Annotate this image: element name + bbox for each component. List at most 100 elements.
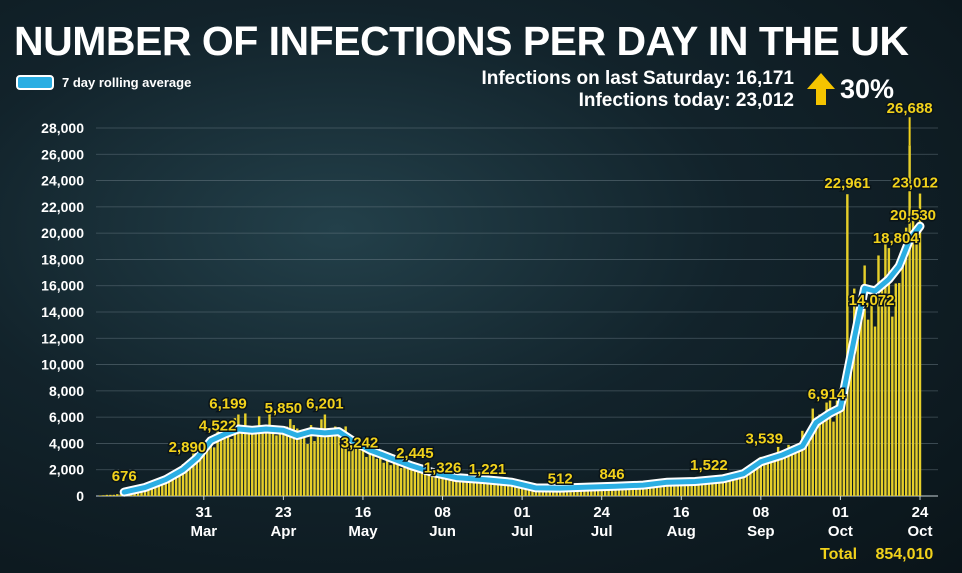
daily-bar <box>496 479 500 496</box>
daily-bar <box>309 425 313 496</box>
daily-bar <box>105 494 109 496</box>
daily-bar <box>323 414 327 496</box>
daily-bar <box>351 448 354 496</box>
x-tick-day: 08 <box>434 504 451 521</box>
x-tick-month: Mar <box>190 523 217 540</box>
legend-label: 7 day rolling average <box>62 74 192 90</box>
daily-bar <box>901 248 904 496</box>
y-tick-label: 4,000 <box>49 435 84 451</box>
x-tick-day: 23 <box>275 504 292 521</box>
daily-bar <box>891 316 894 496</box>
daily-bar <box>725 474 728 496</box>
daily-bar <box>469 479 472 496</box>
annotation-label: 4,522 <box>199 418 237 435</box>
daily-bar <box>856 335 859 496</box>
daily-bar <box>808 434 811 496</box>
daily-bar <box>659 482 662 496</box>
daily-bar <box>797 450 801 496</box>
y-tick-label: 2,000 <box>49 462 84 478</box>
daily-bar <box>226 433 230 496</box>
y-tick-label: 26,000 <box>41 146 84 162</box>
daily-bar <box>479 481 482 496</box>
daily-bar <box>669 484 673 496</box>
daily-bar <box>441 477 444 496</box>
daily-bar <box>911 216 915 496</box>
daily-bar <box>918 193 922 496</box>
daily-bar <box>610 486 614 496</box>
daily-bar <box>157 481 161 496</box>
y-tick-label: 28,000 <box>41 120 84 136</box>
daily-bar <box>313 441 316 496</box>
daily-bar <box>209 437 212 496</box>
annotation-label: 1,522 <box>690 457 728 474</box>
daily-bar <box>652 484 655 496</box>
daily-bar <box>870 296 873 496</box>
daily-bar <box>282 430 285 496</box>
annotation-label: 14,072 <box>849 292 895 309</box>
daily-bar <box>230 438 233 496</box>
daily-bar <box>735 472 738 496</box>
daily-bar <box>306 443 309 496</box>
x-tick-day: 16 <box>673 504 690 521</box>
daily-bar <box>375 458 379 496</box>
annotation-label: 22,961 <box>824 175 870 192</box>
daily-bar <box>455 477 458 496</box>
daily-bar <box>261 426 264 496</box>
daily-bar <box>794 451 797 496</box>
daily-bar <box>915 225 918 496</box>
daily-bar <box>240 426 244 496</box>
grid-layer <box>96 127 938 497</box>
daily-bar <box>500 482 503 496</box>
rolling-average-line <box>121 223 923 495</box>
daily-bar <box>403 467 406 496</box>
annotation-label: 6,201 <box>306 396 344 413</box>
daily-bar <box>894 283 897 496</box>
daily-bar <box>569 488 572 496</box>
daily-bar <box>385 454 389 496</box>
y-axis-labels: 0 2,000 4,000 6,000 8,000 10,000 12,000 14,000 1… <box>41 120 84 504</box>
daily-bar <box>462 476 465 496</box>
daily-bar <box>714 479 718 496</box>
daily-bar <box>448 474 451 496</box>
annotation-label: 5,850 <box>265 400 303 417</box>
x-tick-month: Aug <box>667 523 696 540</box>
stats-panel: Infections on last Saturday: 16,171 Infe… <box>481 68 794 112</box>
y-tick-label: 12,000 <box>41 330 84 346</box>
annotation-label: 20,530 <box>890 207 936 224</box>
daily-bar <box>804 435 808 496</box>
daily-bar <box>527 487 531 496</box>
daily-bar <box>154 485 157 496</box>
daily-bar <box>399 468 403 496</box>
annotation-label: 1,326 <box>424 460 462 477</box>
daily-bar <box>219 430 223 496</box>
daily-bar <box>821 416 825 496</box>
daily-bar <box>880 282 884 496</box>
daily-bar <box>866 319 870 496</box>
daily-bar <box>884 236 887 497</box>
daily-bar <box>417 472 420 496</box>
y-tick-label: 16,000 <box>41 278 84 294</box>
daily-bar <box>745 472 749 496</box>
daily-bar <box>898 283 901 496</box>
legend: 7 day rolling average <box>16 72 191 92</box>
y-tick-label: 14,000 <box>41 304 84 320</box>
daily-bar <box>216 429 219 496</box>
annotation-label: 2,890 <box>169 439 207 456</box>
daily-bar <box>676 481 680 496</box>
annotation-label: 6,199 <box>209 396 247 413</box>
daily-bar <box>119 494 122 496</box>
daily-bar <box>330 432 334 496</box>
daily-bar <box>752 461 756 496</box>
x-tick-month: Oct <box>828 523 853 540</box>
y-tick-label: 6,000 <box>49 409 84 425</box>
daily-bar <box>296 428 299 496</box>
x-axis-labels: 31 Mar 23 Apr 16 May 08 Jun 01 Jul 24 Jul 16 Aug 08 Sep… <box>190 496 933 540</box>
daily-bars <box>98 145 922 497</box>
daily-bar <box>641 486 645 496</box>
rolling-average-halo <box>119 221 925 497</box>
daily-bar <box>593 487 596 496</box>
daily-bar <box>98 495 102 496</box>
daily-bar <box>814 424 818 496</box>
daily-bar <box>451 479 455 496</box>
